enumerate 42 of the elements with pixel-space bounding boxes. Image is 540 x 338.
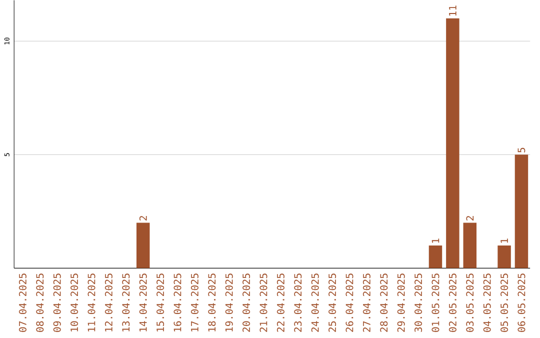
data-label: 2 (139, 216, 147, 221)
x-tick-label: 22.04.2025 (276, 274, 284, 332)
x-tick-label: 26.04.2025 (346, 274, 354, 332)
x-tick-label: 04.05.2025 (483, 274, 491, 332)
x-tick-label: 03.05.2025 (466, 274, 474, 332)
bar (446, 18, 460, 268)
x-tick-label: 15.04.2025 (156, 274, 164, 332)
x-tick-label: 11.04.2025 (88, 274, 96, 332)
data-label: 2 (466, 216, 474, 221)
bar (428, 246, 442, 268)
bar (136, 222, 150, 268)
x-tick-label: 21.04.2025 (260, 274, 268, 332)
x-tick-label: 02.05.2025 (448, 274, 456, 332)
x-tick-label: 05.05.2025 (500, 274, 508, 332)
x-tick-label: 08.04.2025 (36, 274, 44, 332)
x-tick-label: 19.04.2025 (225, 274, 233, 332)
x-tick-label: 01.05.2025 (432, 274, 440, 332)
x-tick-label: 06.05.2025 (518, 274, 526, 332)
bar (514, 154, 528, 268)
x-tick-label: 18.04.2025 (208, 274, 216, 332)
x-tick-label: 28.04.2025 (380, 274, 388, 332)
x-tick-label: 29.04.2025 (397, 274, 405, 332)
x-tick-label: 10.04.2025 (70, 274, 78, 332)
bar (463, 222, 476, 268)
x-tick-label: 20.04.2025 (242, 274, 250, 332)
x-tick-label: 24.04.2025 (311, 274, 319, 332)
bar (498, 246, 511, 268)
x-tick-label: 27.04.2025 (362, 274, 370, 332)
x-tick-label: 30.04.2025 (414, 274, 422, 332)
x-tick-label: 12.04.2025 (104, 274, 112, 332)
x-tick-label: 14.04.2025 (139, 274, 147, 332)
x-tick-label: 07.04.2025 (18, 274, 26, 332)
data-label: 5 (518, 148, 526, 153)
x-tick-label: 16.04.2025 (174, 274, 182, 332)
x-tick-label: 09.04.2025 (53, 274, 61, 332)
data-label: 1 (500, 238, 508, 243)
x-tick-label: 23.04.2025 (294, 274, 302, 332)
data-label: 11 (449, 6, 456, 16)
data-label: 1 (432, 238, 440, 243)
x-tick-label: 25.04.2025 (328, 274, 336, 332)
x-tick-label: 17.04.2025 (190, 274, 198, 332)
x-tick-label: 13.04.2025 (122, 274, 130, 332)
